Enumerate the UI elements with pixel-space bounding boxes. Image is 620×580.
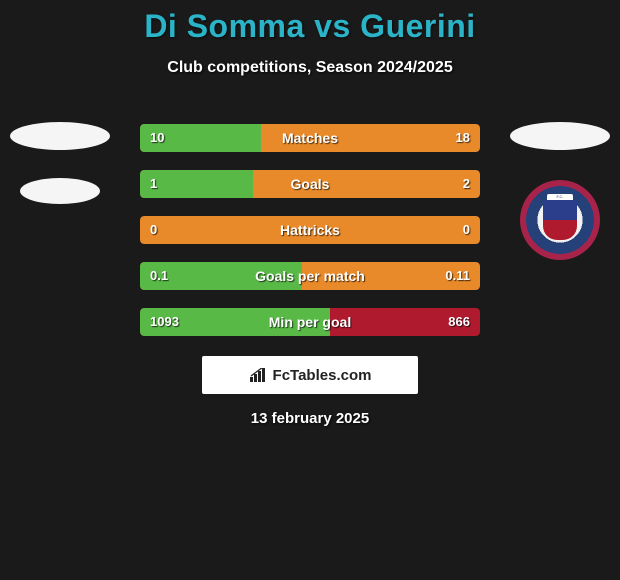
avatar-placeholder bbox=[10, 122, 110, 150]
brand-box[interactable]: FcTables.com bbox=[202, 356, 418, 394]
bar-label: Matches bbox=[140, 124, 480, 152]
subtitle: Club competitions, Season 2024/2025 bbox=[0, 59, 620, 77]
bar-label: Goals bbox=[140, 170, 480, 198]
comparison-widget: Di Somma vs Guerini Club competitions, S… bbox=[0, 0, 620, 580]
bar-row: 1093866Min per goal bbox=[140, 308, 480, 336]
bar-label: Goals per match bbox=[140, 262, 480, 290]
club-badge-right: F.C. bbox=[520, 180, 600, 260]
comparison-bars: 1018Matches 12Goals 00Hattricks 0.10.11Goal… bbox=[140, 124, 480, 354]
brand-text: FcTables.com bbox=[273, 367, 372, 384]
avatar-placeholder-2 bbox=[20, 178, 100, 204]
bar-label: Hattricks bbox=[140, 216, 480, 244]
player-left-avatar bbox=[10, 122, 110, 204]
bar-row: 00Hattricks bbox=[140, 216, 480, 244]
bar-row: 1018Matches bbox=[140, 124, 480, 152]
badge-text: F.C. bbox=[547, 194, 573, 200]
avatar-placeholder bbox=[510, 122, 610, 150]
page-title: Di Somma vs Guerini bbox=[0, 0, 620, 45]
date-label: 13 february 2025 bbox=[0, 410, 620, 427]
bar-label: Min per goal bbox=[140, 308, 480, 336]
bar-row: 12Goals bbox=[140, 170, 480, 198]
bar-row: 0.10.11Goals per match bbox=[140, 262, 480, 290]
chart-icon bbox=[249, 368, 267, 382]
player-right-avatar bbox=[510, 122, 610, 150]
shield-icon: F.C. bbox=[543, 200, 577, 240]
